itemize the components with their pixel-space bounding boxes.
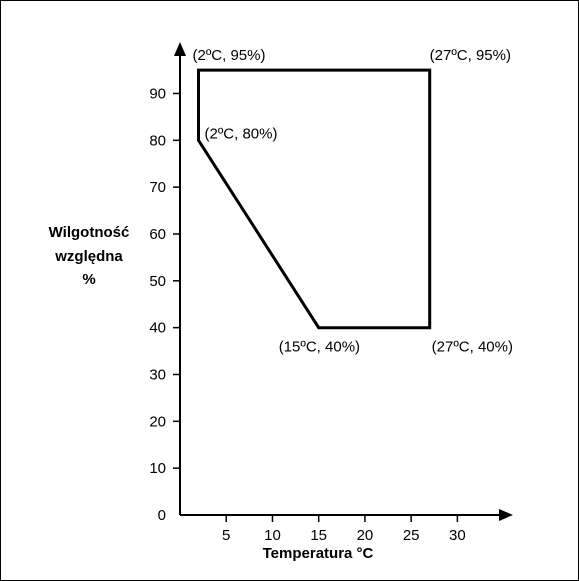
y-axis-arrow [174,42,186,56]
y-tick-label: 60 [149,226,166,243]
y-tick-label: 40 [149,320,166,337]
y-axis-title-line-3: % [82,271,95,288]
y-tick-label: 0 [158,507,166,524]
y-tick-label: 50 [149,273,166,290]
data-point-label: (27ºC, 40%) [432,339,513,356]
envelope-outline [197,68,432,330]
x-axis-title: Temperatura °C [263,545,374,562]
x-tick-label: 5 [222,527,230,544]
series-group [197,68,432,330]
data-point-label: (27ºC, 95%) [430,47,511,64]
y-tick-label: 80 [149,132,166,149]
y-tick-label: 10 [149,460,166,477]
x-tick-label: 10 [264,527,281,544]
x-axis-ticks: 5 10 15 20 25 30 [222,515,466,544]
y-axis-title-line-2: względna [54,248,123,265]
x-tick-label: 30 [449,527,466,544]
x-axis-arrow [499,509,513,521]
x-tick-label: 25 [403,527,420,544]
y-tick-label: 20 [149,413,166,430]
y-axis-title-line-1: Wilgotność [49,224,130,241]
data-point-label: (2ºC, 95%) [192,47,265,64]
y-tick-label: 30 [149,366,166,383]
data-point-label: (15ºC, 40%) [279,339,360,356]
y-tick-label: 70 [149,179,166,196]
y-axis-ticks: 0 10 20 30 40 50 60 70 80 90 [149,85,180,524]
x-tick-label: 15 [310,527,327,544]
point-labels: (2ºC, 95%) (27ºC, 95%) (27ºC, 40%) (15ºC, 4… [192,47,513,356]
x-tick-label: 20 [357,527,374,544]
y-tick-label: 90 [149,85,166,102]
data-point-label: (2ºC, 80%) [204,125,277,142]
axes [174,42,513,521]
